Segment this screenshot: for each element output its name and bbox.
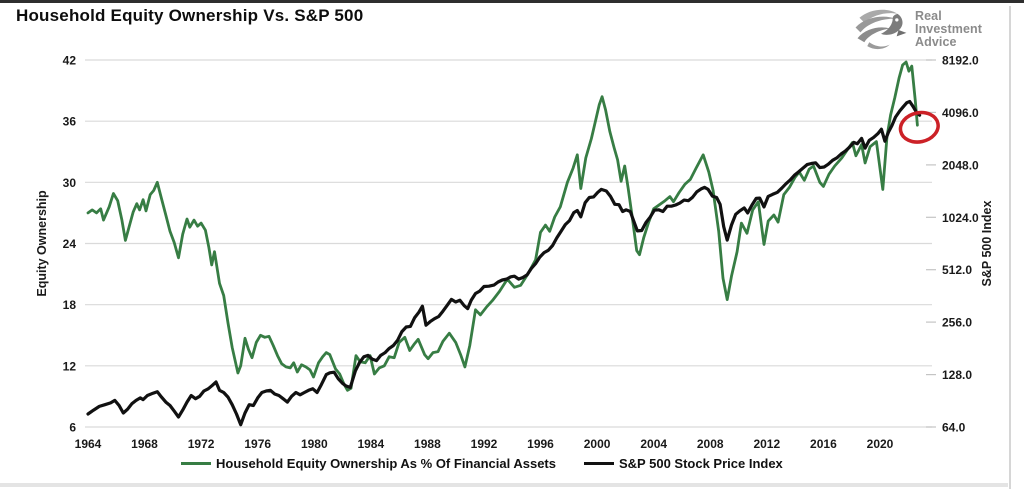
x-axis-tick-label: 1976 bbox=[244, 437, 271, 451]
sp500-line bbox=[86, 99, 922, 427]
right-axis-tick-label: 256.0 bbox=[942, 316, 972, 330]
left-axis-tick-label: 18 bbox=[63, 298, 77, 312]
left-axis-tick-label: 42 bbox=[63, 54, 77, 68]
right-axis-title: S&P 500 Index bbox=[980, 200, 994, 286]
x-axis-tick-label: 1964 bbox=[75, 437, 102, 451]
x-axis-tick-label: 2004 bbox=[640, 437, 667, 451]
x-axis-tick-label: 2008 bbox=[697, 437, 724, 451]
legend-label-sp500: S&P 500 Stock Price Index bbox=[619, 456, 783, 471]
left-axis-tick-label: 36 bbox=[63, 115, 77, 129]
bottom-border bbox=[0, 483, 1008, 487]
legend-item-equity: Household Equity Ownership As % Of Finan… bbox=[181, 456, 556, 471]
x-axis-tick-label: 1984 bbox=[357, 437, 384, 451]
highlight-ellipse-annotation bbox=[898, 110, 940, 144]
household-equity-line bbox=[86, 60, 919, 392]
ria-logo: Real Investment Advice bbox=[851, 6, 1001, 54]
x-axis-tick-label: 1988 bbox=[414, 437, 441, 451]
x-axis-tick-label: 1996 bbox=[527, 437, 554, 451]
right-axis-tick-label: 128.0 bbox=[942, 368, 972, 382]
chart-title: Household Equity Ownership Vs. S&P 500 bbox=[16, 6, 364, 25]
logo-line-3: Advice bbox=[915, 35, 957, 49]
legend-item-sp500: S&P 500 Stock Price Index bbox=[584, 456, 783, 471]
sp500-line-swatch bbox=[584, 462, 614, 465]
logo-line-2: Investment bbox=[915, 22, 982, 36]
left-axis-title: Equity Ownership bbox=[35, 190, 49, 297]
equity-line-swatch bbox=[181, 462, 211, 465]
logo-line-1: Real bbox=[915, 9, 942, 23]
right-axis-tick-label: 8192.0 bbox=[942, 54, 979, 68]
right-axis-tick-label: 64.0 bbox=[942, 421, 966, 435]
x-axis-tick-label: 2000 bbox=[584, 437, 611, 451]
right-axis-tick-label: 512.0 bbox=[942, 263, 972, 277]
x-axis-tick-label: 1980 bbox=[301, 437, 328, 451]
x-axis-tick-label: 1972 bbox=[188, 437, 215, 451]
chart-legend: Household Equity Ownership As % Of Finan… bbox=[181, 456, 783, 471]
x-axis-tick-label: 2020 bbox=[867, 437, 894, 451]
left-axis-tick-label: 24 bbox=[63, 237, 77, 251]
top-border bbox=[0, 0, 1024, 3]
eagle-icon bbox=[855, 9, 907, 50]
x-axis-tick-label: 2016 bbox=[810, 437, 837, 451]
x-axis-tick-label: 1968 bbox=[131, 437, 158, 451]
right-axis-tick-label: 4096.0 bbox=[942, 106, 979, 120]
legend-label-equity: Household Equity Ownership As % Of Finan… bbox=[216, 456, 556, 471]
x-axis-tick-label: 2012 bbox=[753, 437, 780, 451]
left-axis-tick-label: 12 bbox=[63, 359, 77, 373]
right-border bbox=[1009, 6, 1011, 489]
right-axis-tick-label: 2048.0 bbox=[942, 158, 979, 172]
right-axis-tick-label: 1024.0 bbox=[942, 211, 979, 225]
left-axis-tick-label: 30 bbox=[63, 176, 77, 190]
left-axis-tick-label: 6 bbox=[69, 421, 76, 435]
x-axis-tick-label: 1992 bbox=[471, 437, 498, 451]
logo-text: Real Investment Advice bbox=[915, 10, 982, 49]
